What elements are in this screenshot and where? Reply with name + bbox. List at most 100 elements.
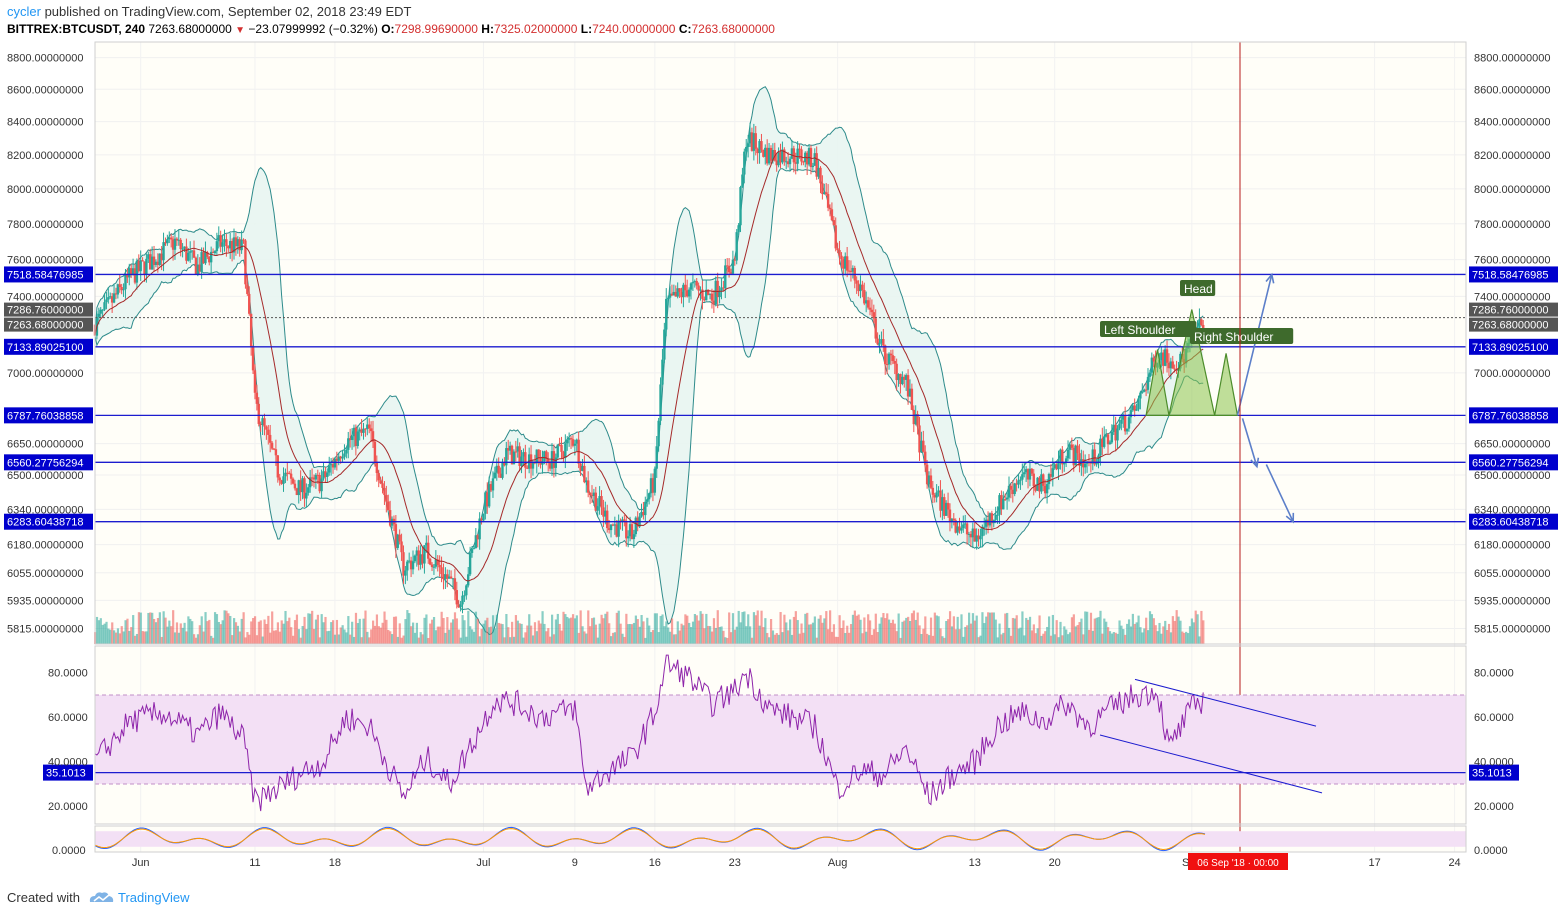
volume-bar [511, 621, 514, 644]
candle-body [526, 467, 529, 469]
candle-body [967, 533, 971, 535]
price-change: −23.07999992 (−0.32%) [248, 22, 378, 36]
volume-bar [337, 634, 340, 644]
volume-bar [861, 633, 864, 644]
volume-bar [212, 637, 215, 644]
candle-body [350, 436, 354, 440]
volume-bar [322, 622, 325, 644]
candle-body [990, 513, 994, 524]
candle-body [838, 250, 841, 256]
volume-bar [261, 636, 264, 644]
y-tick-left: 6500.00000000 [7, 470, 83, 482]
candle-body [510, 445, 514, 465]
volume-bar [886, 613, 889, 644]
volume-bar [535, 631, 538, 644]
volume-bar [739, 622, 742, 644]
candle-body [1024, 469, 1028, 473]
candle-body [781, 149, 784, 163]
candle-body [164, 242, 167, 244]
volume-bar [206, 621, 209, 644]
candle-body [301, 478, 304, 493]
volume-bar [465, 636, 468, 644]
volume-bar [450, 622, 453, 644]
volume-bar [1030, 630, 1034, 644]
candle-body [714, 280, 717, 305]
y-tick-right: 7800.00000000 [1474, 219, 1550, 231]
y-tick-right: 6340.00000000 [1474, 504, 1550, 516]
volume-bar [292, 635, 295, 644]
volume-bar [794, 611, 797, 644]
candle-body [954, 520, 957, 533]
volume-bar [832, 624, 836, 644]
candle-body [788, 158, 792, 165]
volume-bar [876, 632, 879, 644]
y-tick-right: 5935.00000000 [1474, 595, 1550, 607]
volume-bar [703, 628, 706, 644]
volume-bar [636, 619, 639, 644]
volume-bar [541, 611, 544, 644]
volume-bar [606, 611, 609, 644]
candle-body [476, 535, 479, 540]
volume-bar [577, 632, 580, 644]
candle-body [826, 194, 830, 208]
volume-bar [480, 628, 483, 644]
volume-bar [1139, 627, 1142, 644]
volume-bar [1061, 635, 1064, 644]
candle-body [221, 242, 224, 247]
candle-body [114, 293, 118, 295]
volume-bar [747, 614, 750, 644]
candle-body [830, 209, 834, 221]
volume-bar [682, 625, 685, 644]
volume-bar [166, 626, 169, 644]
volume-bar [920, 634, 923, 644]
y-tick-right: 6650.00000000 [1474, 439, 1550, 451]
candle-body [983, 526, 986, 528]
volume-bar [1086, 611, 1089, 644]
candle-body [706, 289, 710, 295]
volume-bar [849, 624, 853, 644]
candle-body [546, 458, 550, 463]
volume-bar [284, 610, 287, 644]
author-link[interactable]: cycler [7, 4, 41, 19]
candle-body [478, 518, 481, 540]
candle-body [377, 473, 380, 481]
volume-bar [97, 620, 101, 644]
volume-bar [524, 632, 527, 644]
volume-bar [575, 615, 578, 644]
candle-body [152, 256, 156, 265]
candle-body [480, 518, 483, 521]
candle-body [1198, 319, 1201, 328]
candle-body [223, 239, 226, 243]
candle-body [246, 284, 249, 294]
volume-bar [952, 616, 955, 644]
volume-bar [1051, 614, 1054, 644]
volume-bar [939, 628, 942, 644]
volume-bar [1150, 614, 1154, 644]
candle-body [1146, 376, 1150, 390]
volume-bar [825, 611, 828, 644]
volume-bar [985, 616, 988, 644]
candle-body [567, 438, 571, 440]
volume-bar [931, 635, 935, 644]
candle-body [798, 148, 801, 150]
candle-body [379, 480, 382, 484]
candle-body [1139, 392, 1142, 399]
volume-bar [741, 612, 744, 644]
candle-body [876, 338, 879, 345]
volume-bar [505, 613, 508, 644]
candle-body [1009, 485, 1013, 490]
tradingview-link[interactable]: TradingView [118, 890, 190, 905]
candle-body [1034, 485, 1037, 491]
candle-body [805, 152, 809, 165]
candle-body [887, 353, 891, 365]
price-chart[interactable]: 7518.58476985 7518.58476985 7133.89025100 7… [0, 40, 1561, 880]
volume-bar [798, 633, 801, 644]
candle-body [265, 426, 268, 430]
volume-bar [1158, 622, 1161, 644]
candle-body [813, 153, 816, 166]
candle-body [885, 364, 889, 366]
candle-body [110, 296, 114, 303]
price-label-left-text: 7263.68000000 [7, 320, 83, 332]
volume-bar [771, 630, 775, 644]
time-marker-label: 06 Sep '18 · 00:00 [1197, 858, 1279, 869]
